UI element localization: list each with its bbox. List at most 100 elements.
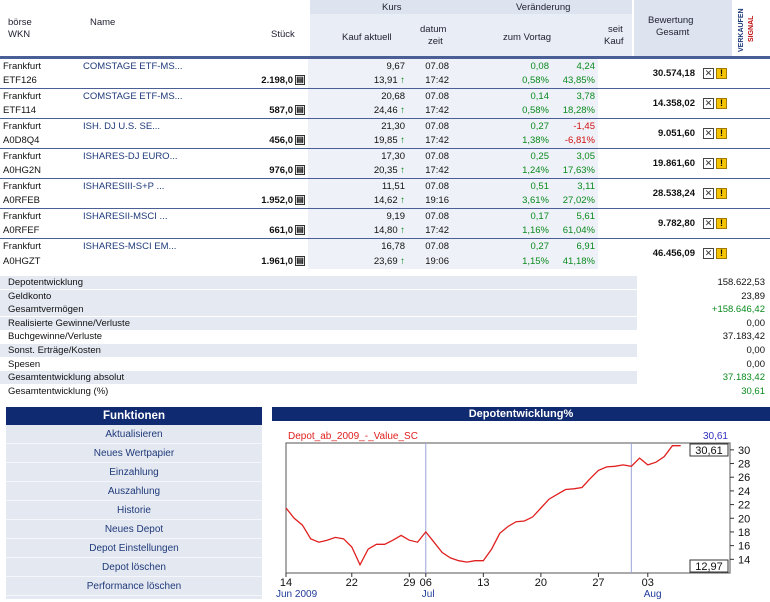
name-spacer: [80, 224, 210, 239]
value-cell: 19.861,60: [598, 148, 698, 179]
function-auszahlung[interactable]: Auszahlung: [6, 482, 262, 501]
edit-quantity-icon[interactable]: ▤: [295, 75, 305, 86]
buy-price: 24,46: [373, 105, 398, 117]
security-name-link[interactable]: ISHARESIII-S+P ...: [80, 178, 210, 194]
y-tick-label: 16: [738, 541, 750, 553]
summary-row: Gesamtentwicklung absolut 37.183,42: [0, 371, 770, 385]
change-abs: 0,27: [452, 238, 552, 254]
quantity: 1.961,0: [261, 255, 293, 267]
position-row[interactable]: Frankfurt ISHARESIII-S+P ... 1.952,0 ▤ 11,51…: [0, 178, 770, 209]
function-einzahlung[interactable]: Einzahlung: [6, 463, 262, 482]
date: 07.08: [408, 208, 452, 224]
y-tick-label: 30: [738, 445, 750, 457]
sell-icon[interactable]: ✕: [703, 127, 714, 139]
summary-row: Gesamtvermögen +158.646,42: [0, 303, 770, 317]
exchange: Frankfurt: [0, 58, 80, 74]
signal-warning-icon[interactable]: !: [716, 157, 727, 169]
y-tick-label: 14: [738, 554, 750, 566]
signal-warning-icon[interactable]: !: [716, 217, 727, 229]
security-name-link[interactable]: COMSTAGE ETF-MS...: [80, 58, 210, 74]
wkn: A0HG2N: [3, 165, 42, 177]
summary-label: Buchgewinne/Verluste: [8, 331, 103, 343]
security-name-link[interactable]: COMSTAGE ETF-MS...: [80, 88, 210, 104]
x-tick-label: 03: [642, 577, 654, 589]
summary-row: Gesamtentwicklung (%) 30,61: [0, 385, 770, 398]
sell-icon[interactable]: ✕: [703, 248, 714, 260]
security-name-link[interactable]: ISHARES-MSCI EM...: [80, 238, 210, 254]
security-name-link[interactable]: ISHARESII-MSCI ...: [80, 208, 210, 224]
function-aktualisieren[interactable]: Aktualisieren: [6, 425, 262, 444]
time: 19:06: [408, 253, 452, 269]
signal-warning-icon[interactable]: !: [716, 187, 727, 199]
buy-price-cell: 14,62 ↑: [308, 193, 408, 209]
edit-quantity-icon[interactable]: ▤: [295, 255, 305, 266]
header-band-sub: [310, 14, 632, 56]
edit-quantity-icon[interactable]: ▤: [295, 195, 305, 206]
sell-icon[interactable]: ✕: [703, 67, 714, 79]
header-veraenderung: Veränderung: [516, 2, 571, 13]
current-price: 21,30: [308, 118, 408, 134]
sell-icon[interactable]: ✕: [703, 187, 714, 199]
signal-warning-icon[interactable]: !: [716, 97, 727, 109]
sell-icon[interactable]: ✕: [703, 217, 714, 229]
position-row[interactable]: Frankfurt ISH. DJ U.S. SE... 456,0 ▤ 21,30 07…: [0, 118, 770, 149]
x-tick-label: 27: [592, 577, 604, 589]
arrow-up-icon: ↑: [397, 135, 405, 147]
header-bewertung: Bewertung: [648, 15, 694, 26]
buy-price-cell: 19,85 ↑: [308, 133, 408, 149]
summary-label: Gesamtvermögen: [8, 304, 84, 316]
quantity-cell: 661,0 ▤: [210, 208, 308, 239]
date: 07.08: [408, 88, 452, 104]
position-row[interactable]: Frankfurt COMSTAGE ETF-MS... 587,0 ▤ 20,68 07…: [0, 88, 770, 119]
edit-quantity-icon[interactable]: ▤: [295, 225, 305, 236]
value-cell: 28.538,24: [598, 178, 698, 209]
function-depot-einstellungen[interactable]: Depot Einstellungen: [6, 539, 262, 558]
buy-price-cell: 24,46 ↑: [308, 103, 408, 119]
current-price: 9,19: [308, 208, 408, 224]
time: 19:16: [408, 193, 452, 209]
y-tick-label: 26: [738, 472, 750, 484]
series-last-value: 30,61: [703, 431, 728, 442]
change-pct: 1,15%: [452, 253, 552, 269]
edit-quantity-icon[interactable]: ▤: [295, 105, 305, 116]
header-band: [310, 0, 632, 14]
position-row[interactable]: Frankfurt COMSTAGE ETF-MS... 2.198,0 ▤ 9,67 0…: [0, 58, 770, 89]
function-performance-löschen[interactable]: Performance löschen: [6, 577, 262, 596]
date: 07.08: [408, 238, 452, 254]
function-depot-löschen[interactable]: Depot löschen: [6, 558, 262, 577]
signal-warning-icon[interactable]: !: [716, 127, 727, 139]
since-pct: 18,28%: [552, 103, 598, 119]
change-pct: 3,61%: [452, 193, 552, 209]
function-historie[interactable]: Historie: [6, 501, 262, 520]
position-row[interactable]: Frankfurt ISHARESII-MSCI ... 661,0 ▤ 9,19 07.…: [0, 208, 770, 239]
y-tick-label: 18: [738, 527, 750, 539]
position-row[interactable]: Frankfurt ISHARES-DJ EURO... 976,0 ▤ 17,30 07…: [0, 148, 770, 179]
y-tick-label: 22: [738, 500, 750, 512]
total-value: 19.861,60: [652, 158, 695, 169]
sell-icon[interactable]: ✕: [703, 157, 714, 169]
sell-icon[interactable]: ✕: [703, 97, 714, 109]
since-abs: -1,45: [552, 118, 598, 134]
actions-cell: ✕!: [698, 178, 770, 209]
buy-price: 13,91: [373, 75, 398, 87]
signal-warning-icon[interactable]: !: [716, 67, 727, 79]
edit-quantity-icon[interactable]: ▤: [295, 135, 305, 146]
function-neues-wertpapier[interactable]: Neues Wertpapier: [6, 444, 262, 463]
change-pct: 1,16%: [452, 223, 552, 239]
change-abs: 0,14: [452, 88, 552, 104]
function-neues-depot[interactable]: Neues Depot: [6, 520, 262, 539]
header-gesamt: Gesamt: [656, 27, 690, 38]
current-price: 17,30: [308, 148, 408, 164]
position-row[interactable]: Frankfurt ISHARES-MSCI EM... 1.961,0 ▤ 16,78…: [0, 238, 770, 269]
security-name-link[interactable]: ISH. DJ U.S. SE...: [80, 118, 210, 134]
current-price: 20,68: [308, 88, 408, 104]
buy-price-cell: 14,80 ↑: [308, 223, 408, 239]
summary-band: [0, 289, 637, 303]
buy-price-cell: 20,35 ↑: [308, 163, 408, 179]
wkn: A0HGZT: [3, 255, 41, 267]
since-pct: 17,63%: [552, 163, 598, 179]
signal-warning-icon[interactable]: !: [716, 248, 727, 260]
security-name-link[interactable]: ISHARES-DJ EURO...: [80, 148, 210, 164]
edit-quantity-icon[interactable]: ▤: [295, 165, 305, 176]
time: 17:42: [408, 73, 452, 89]
